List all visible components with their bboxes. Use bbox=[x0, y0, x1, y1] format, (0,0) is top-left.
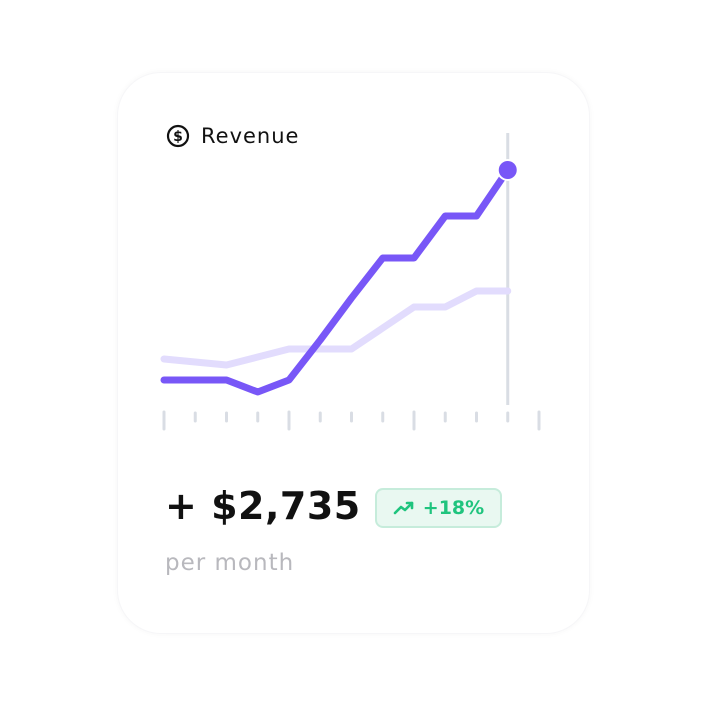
trending-up-icon bbox=[393, 501, 414, 515]
series-primary-line bbox=[160, 166, 512, 396]
period-label: per month bbox=[165, 550, 295, 576]
card-title: Revenue bbox=[201, 124, 300, 148]
revenue-amount: + $2,735 bbox=[165, 484, 361, 528]
change-badge: +18% bbox=[375, 488, 502, 528]
marker-point bbox=[498, 161, 517, 179]
series-secondary-line bbox=[160, 287, 512, 369]
dollar-circle-icon: $ bbox=[166, 124, 190, 148]
svg-text:$: $ bbox=[173, 129, 183, 145]
change-label: +18% bbox=[422, 497, 485, 519]
card-header: $ Revenue bbox=[166, 124, 299, 148]
